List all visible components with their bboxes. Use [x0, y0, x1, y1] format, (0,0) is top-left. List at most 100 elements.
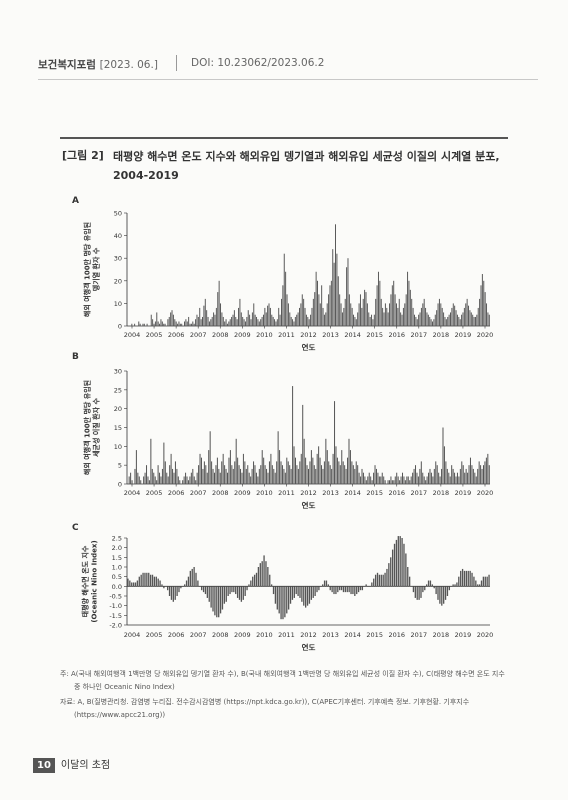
data-bar [164, 461, 166, 484]
data-bar [176, 586, 178, 596]
data-bar [415, 316, 417, 326]
issue-date: [2023. 06.] [99, 59, 158, 71]
y-tick-label: 1.0 [112, 564, 122, 572]
data-bar [325, 438, 327, 484]
data-bar [458, 476, 460, 484]
data-bar [299, 461, 301, 484]
data-bar [406, 476, 408, 484]
x-tick-label: 2010 [256, 489, 273, 497]
data-bar [451, 465, 453, 484]
data-bar [193, 323, 195, 326]
data-bar [470, 312, 472, 326]
data-bar [352, 465, 354, 484]
data-bar [215, 465, 217, 484]
data-bar [286, 457, 288, 484]
y-tick-label: 0.5 [112, 573, 122, 581]
data-bar [255, 472, 257, 484]
data-bar [338, 461, 340, 484]
data-bar [131, 480, 133, 484]
data-bar [160, 319, 162, 326]
data-bar [222, 316, 224, 326]
data-bar [170, 586, 173, 600]
data-bar [448, 586, 451, 591]
data-bar [454, 305, 456, 326]
data-bar [199, 307, 201, 326]
data-bar [263, 457, 265, 484]
data-bar [293, 321, 295, 326]
doi-text[interactable]: DOI: 10.23062/2023.06.2 [191, 57, 325, 69]
data-bar [414, 314, 415, 326]
data-bar [340, 303, 342, 326]
y-tick-label: -2.0 [109, 622, 122, 630]
data-bar [146, 323, 148, 326]
y-tick-label: 10 [114, 443, 122, 451]
data-bar [163, 442, 165, 484]
data-bar [305, 457, 307, 484]
data-bar [234, 461, 236, 484]
data-bar [274, 319, 276, 326]
data-bar [348, 294, 350, 326]
data-bar [402, 307, 404, 326]
data-bar [259, 563, 261, 587]
x-tick-label: 2018 [433, 489, 450, 497]
data-bar [403, 543, 405, 587]
data-bar [206, 586, 209, 598]
data-bar [146, 465, 148, 484]
data-bar [426, 476, 428, 484]
data-bar [346, 267, 348, 326]
data-bar [341, 312, 343, 326]
source-text: 자료: A, B(질병관리청. 감염병 누리집. 전수감시감염병 (https:… [60, 698, 470, 719]
data-bar [382, 574, 384, 587]
data-bar [311, 307, 313, 326]
data-bar [397, 536, 399, 587]
data-bar [357, 312, 359, 326]
data-bar [266, 468, 268, 484]
data-bar [395, 303, 397, 326]
y-axis-title-line: 뎅기열 환자 수 [92, 247, 101, 291]
data-bar [420, 586, 422, 598]
data-bar [314, 586, 316, 596]
data-bar [467, 570, 469, 587]
data-bar [461, 314, 463, 326]
data-bar [408, 280, 410, 326]
data-bar [419, 468, 421, 484]
data-bar [315, 468, 317, 484]
data-bar [372, 319, 374, 326]
data-bar [375, 298, 377, 326]
data-bar [400, 476, 402, 484]
data-bar [422, 586, 424, 593]
x-tick-label: 2004 [124, 631, 141, 639]
data-bar [219, 472, 221, 484]
data-bar [257, 567, 260, 587]
data-bar [242, 316, 244, 326]
data-bar [433, 586, 435, 589]
x-tick-label: 2004 [124, 489, 141, 497]
data-bar [236, 319, 238, 326]
data-bar [211, 316, 213, 326]
data-bar [427, 314, 429, 326]
data-bar [147, 476, 149, 484]
data-bar [315, 271, 317, 326]
data-bar [435, 461, 437, 484]
data-bar [303, 298, 305, 326]
data-bar [245, 468, 247, 484]
data-bar [235, 316, 237, 326]
data-bar [481, 274, 483, 326]
data-bar [132, 582, 135, 587]
data-bar [138, 576, 140, 587]
data-bar [186, 321, 188, 326]
data-bar [293, 586, 295, 598]
data-bar [398, 298, 400, 326]
data-bar [205, 465, 207, 484]
data-bar [377, 472, 379, 484]
x-tick-label: 2013 [322, 631, 339, 639]
data-bar [328, 294, 330, 326]
data-bar [269, 307, 271, 326]
data-bar [384, 480, 386, 484]
data-bar [450, 312, 451, 326]
data-bar [441, 468, 443, 484]
data-bar [456, 582, 458, 587]
data-bar [310, 586, 312, 600]
data-bar [380, 476, 382, 484]
data-bar [306, 465, 308, 484]
